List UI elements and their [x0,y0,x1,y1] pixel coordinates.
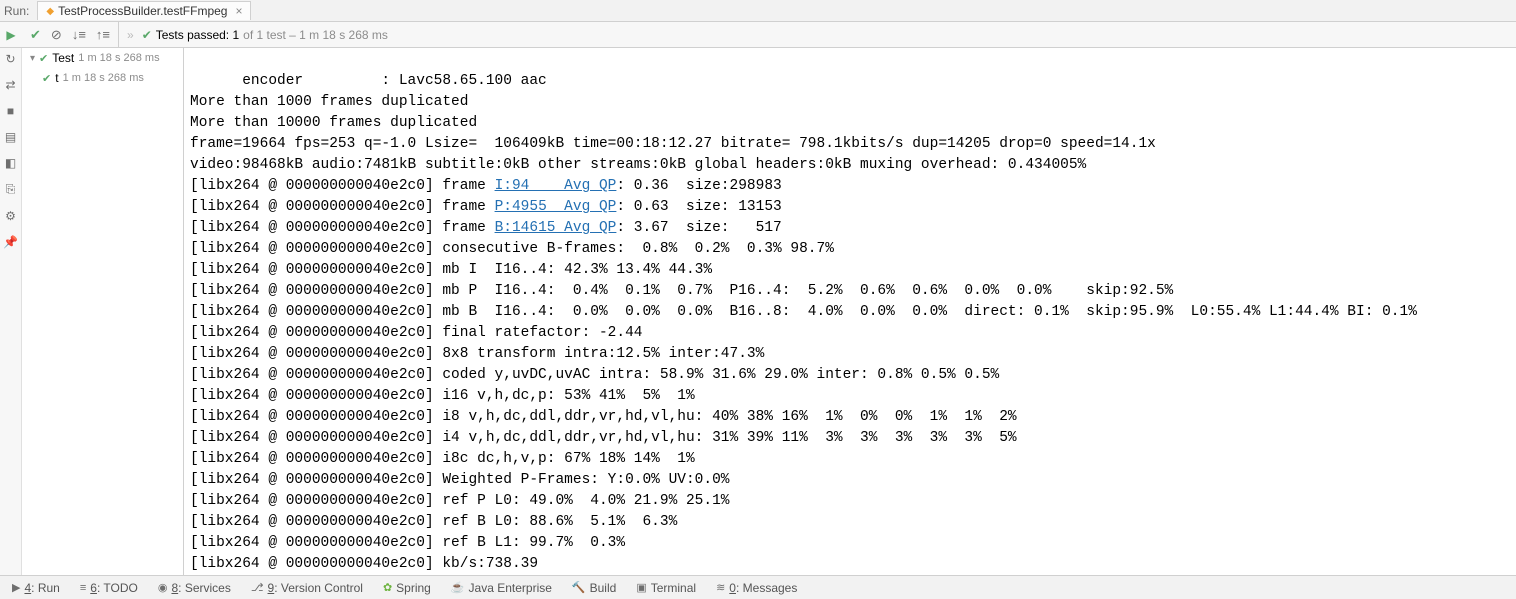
frame-link[interactable]: B:14615 Avg QP [495,220,617,236]
test-tree: ▾ ✔ Test 1 m 18 s 268 ms ✔ t 1 m 18 s 26… [22,48,184,575]
side-gutter: ↻ ⇄ ■ ▤ ◧ ⎘ ⚙ 📌 [0,48,22,575]
tree-child[interactable]: ✔ t 1 m 18 s 268 ms [22,68,183,88]
settings-icon[interactable]: ⚙ [5,209,16,223]
console-line: [libx264 @ 000000000040e2c0] consecutive… [190,241,834,257]
check-icon: ✔ [142,28,152,42]
frame-link[interactable]: I:94 Avg QP [495,178,617,194]
console-line: [libx264 @ 000000000040e2c0] Weighted P-… [190,472,730,488]
toolwindow-spring[interactable]: ✿ Spring [375,579,439,597]
console-line: [libx264 @ 000000000040e2c0] final ratef… [190,325,642,341]
spring-icon: ✿ [383,581,392,594]
tree-root-label: Test [52,51,74,65]
toolwindow-services[interactable]: ◉ 8: Services [150,579,239,597]
console-line: More than 1000 frames duplicated [190,94,468,110]
console-line: [libx264 @ 000000000040e2c0] mb P I16..4… [190,283,1173,299]
build-icon: 🔨 [572,581,586,594]
console-line: [libx264 @ 000000000040e2c0] ref B L1: 9… [190,535,625,551]
show-passed-icon[interactable]: ✔ [30,27,41,43]
terminal-icon: ▣ [636,581,646,594]
tab-title: TestProcessBuilder.testFFmpeg [58,4,227,18]
console-line: [libx264 @ 000000000040e2c0] coded y,uvD… [190,367,999,383]
toolwindow-terminal[interactable]: ▣ Terminal [628,579,704,597]
console-line: [libx264 @ 000000000040e2c0] i8 v,h,dc,d… [190,409,1017,425]
tree-child-time: 1 m 18 s 268 ms [63,72,144,84]
console-line: encoder : Lavc58.65.100 aac [190,73,547,89]
main-area: ↻ ⇄ ■ ▤ ◧ ⎘ ⚙ 📌 ▾ ✔ Test 1 m 18 s 268 ms… [0,48,1516,575]
console-line: [libx264 @ 000000000040e2c0] frame I:94 … [190,178,782,194]
console-line: [libx264 @ 000000000040e2c0] i16 v,h,dc,… [190,388,695,404]
toolwindow-run[interactable]: ▶ 4: Run [4,579,68,597]
top-tab-bar: Run: ◆ TestProcessBuilder.testFFmpeg × [0,0,1516,22]
console-output[interactable]: encoder : Lavc58.65.100 aac More than 10… [184,48,1516,575]
toolwindow-todo[interactable]: ≡ 6: TODO [72,579,146,597]
console-line: [libx264 @ 000000000040e2c0] frame P:495… [190,199,782,215]
bottom-toolwindow-bar: ▶ 4: Run ≡ 6: TODO ◉ 8: Services ⎇ 9: Ve… [0,575,1516,599]
toolwindow-vcs[interactable]: ⎇ 9: Version Control [243,579,371,597]
messages-icon: ≋ [716,581,725,594]
rerun-button[interactable]: ▶ [0,28,22,42]
console-line: [libx264 @ 000000000040e2c0] frame B:146… [190,220,782,236]
tree-child-label: t [55,71,58,85]
toolwindow-javaee[interactable]: ☕ Java Enterprise [443,579,560,597]
tree-root-time: 1 m 18 s 268 ms [78,52,159,64]
show-ignored-icon[interactable]: ⊘ [51,27,62,43]
toolwindow-messages[interactable]: ≋ 0: Messages [708,579,805,597]
tests-status: ✔ Tests passed: 1 of 1 test – 1 m 18 s 2… [142,28,388,42]
services-icon: ◉ [158,581,168,594]
console-line: video:98468kB audio:7481kB subtitle:0kB … [190,157,1086,173]
stop-icon[interactable]: ■ [7,104,14,118]
rerun-failed-icon[interactable]: ↻ [5,52,15,66]
console-line: [libx264 @ 000000000040e2c0] ref P L0: 4… [190,493,730,509]
sort-up-icon[interactable]: ↑≡ [96,27,110,42]
run-label: Run: [4,4,29,18]
run-config-tab[interactable]: ◆ TestProcessBuilder.testFFmpeg × [37,1,251,20]
console-line: [libx264 @ 000000000040e2c0] ref B L0: 8… [190,514,677,530]
pin-icon[interactable]: 📌 [3,235,18,249]
layout-icon[interactable]: ▤ [5,130,16,144]
console-line: frame=19664 fps=253 q=-1.0 Lsize= 106409… [190,136,1156,152]
toolwindow-build[interactable]: 🔨 Build [564,579,624,597]
vcs-icon: ⎇ [251,581,264,594]
expand-icon[interactable]: ▾ [30,53,35,64]
test-filter-toolbar: ✔ ⊘ ↓≡ ↑≡ [22,22,119,47]
console-line: [libx264 @ 000000000040e2c0] mb I I16..4… [190,262,712,278]
chevron-icon: » [127,28,134,42]
console-line: [libx264 @ 000000000040e2c0] 8x8 transfo… [190,346,764,362]
javaee-icon: ☕ [451,581,465,594]
tree-root[interactable]: ▾ ✔ Test 1 m 18 s 268 ms [22,48,183,68]
tests-total-time: of 1 test – 1 m 18 s 268 ms [243,28,388,42]
play-icon: ▶ [6,28,15,42]
run-toolbar: ▶ ✔ ⊘ ↓≡ ↑≡ » ✔ Tests passed: 1 of 1 tes… [0,22,1516,48]
run-icon: ▶ [12,581,20,594]
close-icon[interactable]: × [235,4,242,18]
frame-link[interactable]: P:4955 Avg QP [495,199,617,215]
toggle-icon[interactable]: ⇄ [5,78,15,92]
sort-down-icon[interactable]: ↓≡ [72,27,86,42]
todo-icon: ≡ [80,582,86,594]
check-icon: ✔ [39,52,48,65]
console-line: [libx264 @ 000000000040e2c0] mb B I16..4… [190,304,1417,320]
console-line: More than 10000 frames duplicated [190,115,477,131]
test-config-icon: ◆ [46,6,54,17]
console-line: [libx264 @ 000000000040e2c0] kb/s:738.39 [190,556,538,572]
tests-passed-count: Tests passed: 1 [156,28,239,42]
export-icon[interactable]: ⎘ [6,182,16,197]
check-icon: ✔ [42,72,51,85]
console-line: [libx264 @ 000000000040e2c0] i4 v,h,dc,d… [190,430,1017,446]
console-line: [libx264 @ 000000000040e2c0] i8c dc,h,v,… [190,451,695,467]
camera-icon[interactable]: ◧ [5,156,16,170]
